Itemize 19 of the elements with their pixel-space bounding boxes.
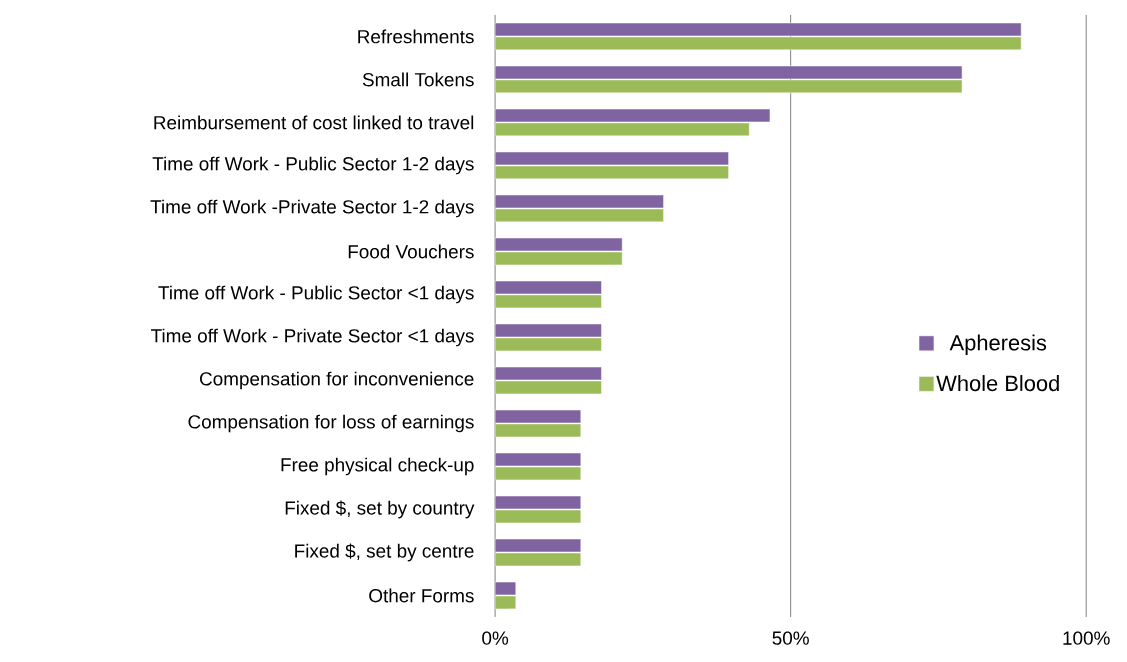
y-tick-label: Compensation for loss of earnings	[188, 414, 474, 433]
y-tick-label: Food Vouchers	[348, 244, 474, 259]
y-tick-label: Fixed $, set by country	[285, 500, 475, 519]
y-tick-label: Time off Work - Public Sector <1 days	[158, 285, 474, 304]
x-tick-label: 50%	[772, 631, 809, 645]
y-tick-label: Refreshments	[358, 29, 474, 44]
y-tick-label: Compensation for inconvenience	[200, 371, 474, 390]
x-tick-label: 0%	[482, 631, 509, 645]
y-tick-label: Small Tokens	[362, 72, 474, 87]
legend-label: Apheresis	[949, 334, 1047, 355]
y-tick-label: Time off Work - Private Sector <1 days	[151, 328, 474, 347]
legend-label: Whole Blood	[936, 375, 1059, 392]
y-tick-label: Time off Work - Public Sector 1-2 days	[152, 156, 474, 175]
x-tick-label: 100%	[1063, 631, 1110, 645]
y-tick-label: Fixed $, set by centre	[295, 543, 474, 562]
y-tick-label: Free physical check-up	[281, 457, 474, 476]
y-tick-label: Reimbursement of cost linked to travel	[154, 115, 474, 130]
y-tick-label: Other Forms	[369, 588, 474, 603]
y-tick-label: Time off Work -Private Sector 1-2 days	[150, 199, 474, 218]
